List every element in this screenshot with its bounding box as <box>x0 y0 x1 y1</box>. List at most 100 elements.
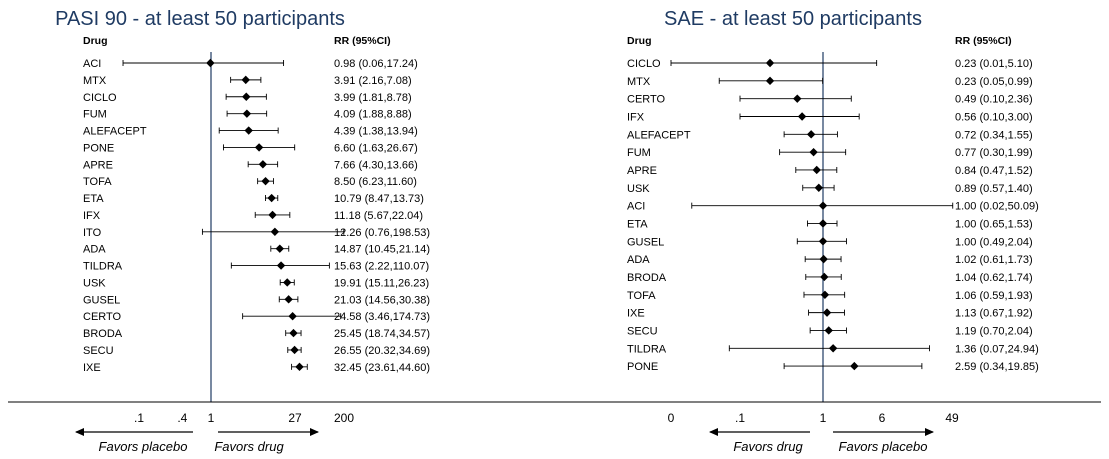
drug-label: CERTO <box>627 94 666 106</box>
axis-tick-label: .4 <box>177 411 187 425</box>
rr-ci-label: 4.09 (1.88,8.88) <box>334 109 412 121</box>
rr-ci-label: 3.99 (1.81,8.78) <box>334 92 412 104</box>
axis-tick-label: 27 <box>288 411 302 425</box>
point-estimate <box>244 126 253 135</box>
rr-ci-label: 0.23 (0.05,0.99) <box>955 76 1033 88</box>
drug-label: ETA <box>83 193 104 205</box>
point-estimate <box>289 328 298 338</box>
drug-label: SECU <box>627 325 658 337</box>
rr-ci-label: 21.03 (14.56,30.38) <box>334 294 430 306</box>
point-estimate <box>818 219 828 228</box>
point-estimate <box>276 261 286 270</box>
point-estimate <box>288 312 297 321</box>
point-estimate <box>242 92 251 101</box>
rr-ci-label: 1.00 (0.49,2.04) <box>955 236 1033 248</box>
favors-left-label: Favors placebo <box>99 439 188 454</box>
point-estimate <box>806 130 816 139</box>
drug-label: MTX <box>627 76 651 88</box>
axis-tick-label: 6 <box>879 411 886 425</box>
rr-ci-label: 6.60 (1.63,26.67) <box>334 142 418 154</box>
point-estimate <box>850 361 859 371</box>
point-estimate <box>254 143 264 152</box>
point-estimate <box>275 244 284 253</box>
point-estimate <box>284 295 293 304</box>
rr-ci-label: 0.89 (0.57,1.40) <box>955 183 1033 195</box>
point-estimate <box>765 58 775 68</box>
point-estimate <box>261 176 270 186</box>
drug-label: BRODA <box>83 328 123 340</box>
point-estimate <box>820 290 830 299</box>
drug-label: TILDRA <box>83 261 123 273</box>
rr-ci-label: 1.02 (0.61,1.73) <box>955 254 1033 266</box>
favors-right-label: Favors placebo <box>839 439 928 454</box>
drug-label: GUSEL <box>83 294 120 306</box>
point-estimate <box>809 147 818 157</box>
axis-tick-label: 200 <box>334 411 354 425</box>
drug-label: ADA <box>627 254 650 266</box>
point-estimate <box>819 254 828 264</box>
rr-ci-label: 1.00 (0.65,1.53) <box>955 218 1033 230</box>
axis-tick-label: .1 <box>134 411 144 425</box>
point-estimate <box>295 362 304 372</box>
rr-ci-label: 1.04 (0.62,1.74) <box>955 272 1033 284</box>
point-estimate <box>206 58 215 68</box>
drug-label: IXE <box>83 362 101 374</box>
axis-tick-label: 1 <box>208 411 215 425</box>
drug-label: FUM <box>627 147 651 159</box>
rr-ci-label: 1.36 (0.07,24.94) <box>955 343 1039 355</box>
point-estimate <box>812 165 821 175</box>
rr-ci-label: 24.58 (3.46,174.73) <box>334 311 430 323</box>
drug-label: USK <box>83 277 106 289</box>
drug-label: IFX <box>83 210 101 222</box>
rr-ci-label: 7.66 (4.30,13.66) <box>334 159 418 171</box>
favors-right-label: Favors drug <box>214 439 284 454</box>
rr-ci-label: 14.87 (10.45,21.14) <box>334 244 430 256</box>
rr-ci-label: 1.13 (0.67,1.92) <box>955 308 1033 320</box>
drug-label: SECU <box>83 345 114 357</box>
drug-label: IFX <box>627 111 645 123</box>
drug-label: CICLO <box>83 92 117 104</box>
point-estimate <box>820 272 829 282</box>
drug-label: USK <box>627 183 650 195</box>
axis-tick-label: .1 <box>735 411 745 425</box>
rr-ci-label: 0.98 (0.06,17.24) <box>334 58 418 70</box>
point-estimate <box>818 201 828 210</box>
rr-ci-label: 32.45 (23.61,44.60) <box>334 362 430 374</box>
drug-label: CICLO <box>627 58 661 70</box>
point-estimate <box>765 76 775 86</box>
chart-title: SAE - at least 50 participants <box>664 8 922 30</box>
rr-ci-label: 1.06 (0.59,1.93) <box>955 290 1033 302</box>
rr-ci-label: 0.77 (0.30,1.99) <box>955 147 1033 159</box>
axis-tick-label: 1 <box>820 411 827 425</box>
forest-panel-2: SAE - at least 50 participants Drug RR (95… <box>627 8 1039 454</box>
drug-label: FUM <box>83 109 107 121</box>
drug-label: ACI <box>627 201 645 213</box>
point-estimate <box>814 183 823 193</box>
point-estimate <box>793 94 802 103</box>
point-estimate <box>268 210 277 220</box>
drug-label: ITO <box>83 227 102 239</box>
favors-left-label: Favors drug <box>733 439 803 454</box>
drug-label: IXE <box>627 308 645 320</box>
rr-ci-label: 12.26 (0.76,198.53) <box>334 227 430 239</box>
rr-ci-label: 4.39 (1.38,13.94) <box>334 126 418 138</box>
drug-label: PONE <box>627 361 658 373</box>
rr-ci-label: 0.84 (0.47,1.52) <box>955 165 1033 177</box>
drug-label: PONE <box>83 142 114 154</box>
point-estimate <box>818 237 828 246</box>
point-estimate <box>824 326 833 335</box>
rr-ci-label: 10.79 (8.47,13.73) <box>334 193 424 205</box>
drug-label: TOFA <box>83 176 112 188</box>
rr-ci-label: 0.56 (0.10,3.00) <box>955 111 1033 123</box>
drug-label: ACI <box>83 58 101 70</box>
point-estimate <box>258 160 268 169</box>
drug-label: ALEFACEPT <box>83 126 147 138</box>
drug-label: ETA <box>627 218 648 230</box>
rr-ci-label: 15.63 (2.22,110.07) <box>334 261 429 273</box>
axis-tick-label: 49 <box>945 411 959 425</box>
drug-label: MTX <box>83 75 107 87</box>
rr-ci-label: 19.91 (15.11,26.23) <box>334 277 429 289</box>
rr-ci-label: 11.18 (5.67,22.04) <box>334 210 423 222</box>
column-header-rr: RR (95%CI) <box>955 35 1012 47</box>
